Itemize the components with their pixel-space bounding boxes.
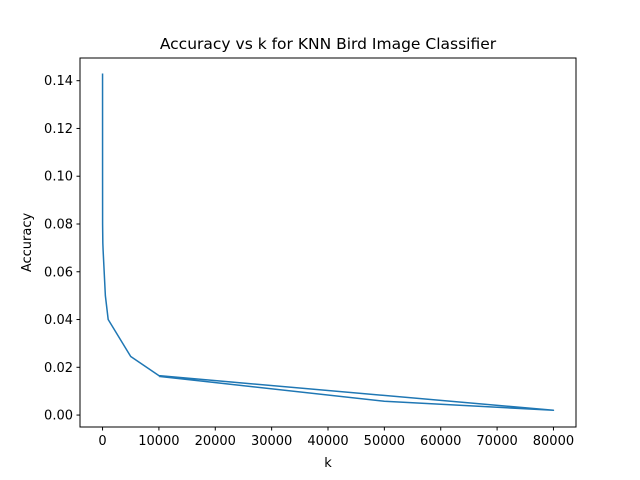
x-tick-label: 30000 [251, 434, 292, 449]
series-line-1 [101, 73, 555, 412]
y-axis-label: Accuracy [20, 213, 35, 273]
y-tick-label: 0.12 [44, 122, 73, 137]
y-tick-label: 0.10 [44, 170, 73, 185]
y-tick-label: 0.04 [44, 313, 73, 328]
y-tick-label: 0.00 [44, 409, 73, 424]
x-axis-label: k [324, 456, 332, 471]
y-axis: 0.00 0.02 0.04 0.06 0.08 0.10 0.12 0.14 [44, 74, 80, 424]
x-tick-label: 40000 [307, 434, 348, 449]
x-tick-label: 60000 [420, 434, 461, 449]
x-tick-label: 10000 [138, 434, 179, 449]
x-tick-label: 50000 [364, 434, 405, 449]
x-axis: 0 10000 20000 30000 40000 50000 60000 70000 8000… [98, 427, 574, 449]
y-tick-label: 0.02 [44, 361, 73, 376]
x-tick-label: 70000 [476, 434, 517, 449]
x-tick-label: 0 [98, 434, 106, 449]
x-tick-label: 20000 [195, 434, 236, 449]
y-tick-label: 0.08 [44, 217, 73, 232]
chart-title: Accuracy vs k for KNN Bird Image Classif… [160, 35, 497, 53]
plot-area [101, 73, 555, 412]
y-tick-label: 0.14 [44, 74, 73, 89]
y-tick-label: 0.06 [44, 265, 73, 280]
x-tick-label: 80000 [533, 434, 574, 449]
